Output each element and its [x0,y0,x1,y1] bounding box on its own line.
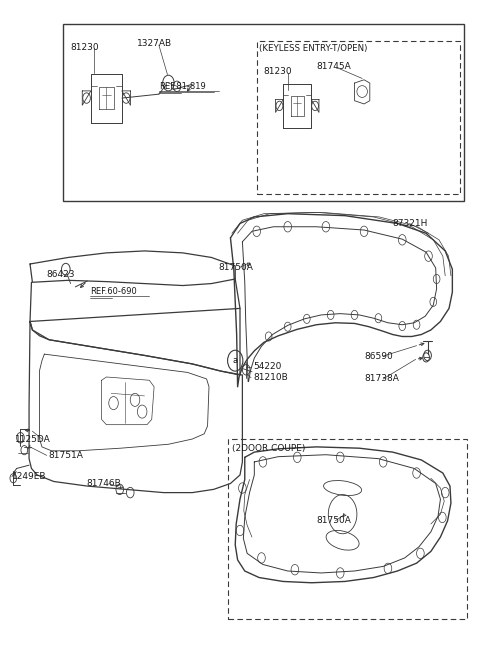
Text: 81230: 81230 [71,43,99,52]
Text: REF.81-819: REF.81-819 [159,82,205,91]
Text: 1327AB: 1327AB [137,39,172,49]
Text: 81230: 81230 [264,67,292,76]
Bar [228,439,467,619]
Text: 54220: 54220 [253,362,281,371]
Text: 81751A: 81751A [48,451,83,460]
Text: 81210B: 81210B [253,373,288,382]
Text: 81750A: 81750A [218,263,253,272]
Text: 86423: 86423 [47,270,75,279]
Text: a: a [233,356,238,365]
Text: 1125DA: 1125DA [15,434,50,443]
Text: 81750A: 81750A [316,516,351,525]
Bar [63,24,464,201]
Text: (KEYLESS ENTRY-T/OPEN): (KEYLESS ENTRY-T/OPEN) [259,44,368,53]
Text: 86590: 86590 [364,352,393,361]
Bar [257,41,459,194]
Text: 1249EB: 1249EB [12,472,47,482]
Text: 81745A: 81745A [316,62,351,72]
Text: 81738A: 81738A [364,375,399,384]
Text: (2DOOR COUPE): (2DOOR COUPE) [232,444,305,453]
Text: 87321H: 87321H [393,219,428,228]
Text: REF.60-690: REF.60-690 [90,287,136,296]
Text: 81746B: 81746B [86,479,121,488]
